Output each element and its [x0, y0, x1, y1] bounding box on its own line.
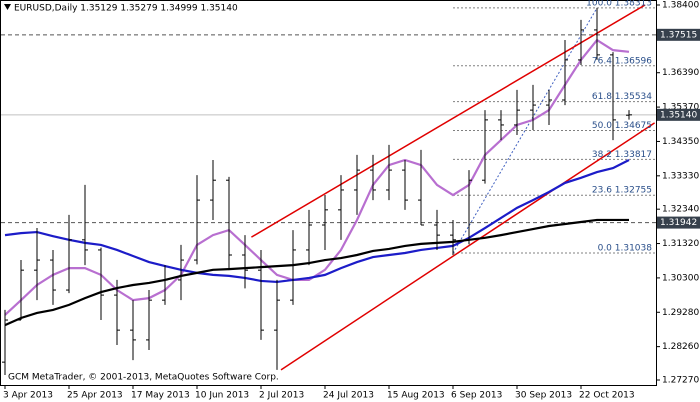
y-tick-label: 1.34350: [662, 137, 699, 147]
y-tick-label: 1.36390: [662, 68, 699, 78]
y-tick-label: 1.28260: [662, 342, 699, 352]
y-tick-label: 1.30300: [662, 273, 699, 283]
fibo-trend: [452, 7, 598, 254]
x-tick-label: 17 May 2013: [131, 391, 190, 401]
x-tick-label: 6 Sep 2013: [451, 391, 502, 401]
y-tick-label: 1.31320: [662, 239, 699, 249]
x-tick-label: 25 Apr 2013: [67, 391, 123, 401]
y-tick-label: 1.32340: [662, 205, 699, 215]
y-tick-label: 1.33330: [662, 171, 699, 181]
fibo-label: 76.4 1.36596: [592, 56, 652, 66]
price-box-label: 1.37515: [660, 30, 697, 40]
fibo-label: 50.0 1.34675: [592, 121, 652, 131]
plot-frame: [0, 0, 657, 386]
fibo-label: 61.8 1.35534: [592, 92, 652, 102]
y-tick-label: 1.35370: [662, 103, 699, 113]
chart-title: EURUSD,Daily 1.35129 1.35279 1.34999 1.3…: [14, 4, 238, 14]
price-box-label: 1.31942: [660, 218, 697, 228]
moving-average: [4, 38, 630, 316]
fibo-label: 38.2 1.33817: [592, 150, 652, 160]
symbol-icon: [4, 4, 11, 10]
y-tick-label: 1.29280: [662, 308, 699, 318]
x-tick-label: 24 Jul 2013: [323, 391, 374, 401]
price-box: [657, 28, 700, 41]
plot: [1, 4, 656, 375]
price-box: [657, 216, 700, 229]
x-tick-label: 3 Apr 2013: [3, 391, 53, 401]
fibo-label: 0.0 1.31038: [598, 244, 653, 254]
y-tick-label: 1.27270: [662, 376, 699, 386]
copyright: GCM MetaTrader, © 2001-2013, MetaQuotes …: [8, 373, 279, 383]
channel-line: [280, 122, 656, 371]
price-box: [657, 108, 700, 121]
fibo-label: 23.6 1.32755: [592, 186, 652, 196]
y-tick-label: 1.38400: [662, 1, 699, 11]
x-tick-label: 15 Aug 2013: [387, 391, 445, 401]
x-tick-label: 10 Jun 2013: [195, 391, 249, 401]
moving-average: [4, 218, 629, 327]
channel-line: [251, 4, 646, 238]
moving-average: [4, 159, 630, 284]
x-tick-label: 30 Sep 2013: [515, 391, 572, 401]
x-tick-label: 2 Jul 2013: [259, 391, 304, 401]
price-box-label: 1.35140: [660, 110, 697, 120]
x-tick-label: 22 Oct 2013: [579, 391, 635, 401]
fibo-label: 100.0 1.38313: [586, 0, 652, 8]
